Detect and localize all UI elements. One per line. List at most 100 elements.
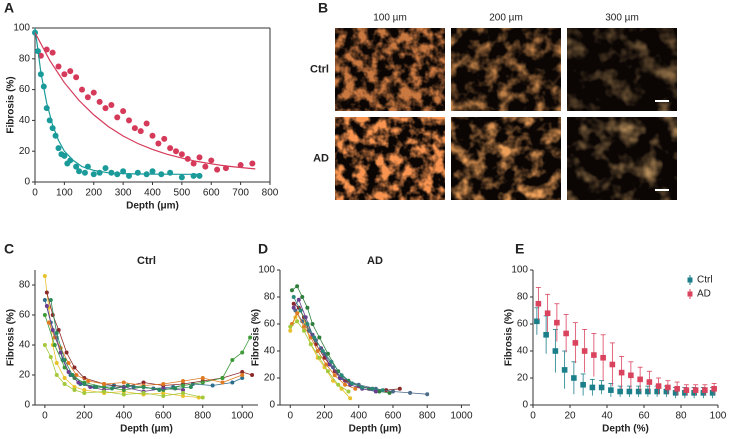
error-point bbox=[618, 355, 625, 389]
error-point bbox=[600, 334, 606, 381]
data-point bbox=[291, 305, 296, 310]
data-point bbox=[178, 174, 185, 181]
x-tick-label: 200 bbox=[316, 411, 333, 422]
data-point bbox=[646, 379, 653, 385]
legend-label: Ctrl bbox=[697, 275, 713, 286]
data-point bbox=[591, 352, 597, 358]
data-point bbox=[637, 376, 643, 383]
error-point bbox=[589, 378, 596, 396]
data-point bbox=[102, 165, 109, 172]
data-point bbox=[298, 308, 303, 313]
data-point bbox=[196, 154, 203, 161]
chart-title: AD bbox=[367, 255, 383, 267]
y-axis-label: Fibrosis (%) bbox=[251, 309, 262, 366]
data-point bbox=[157, 388, 162, 392]
error-point bbox=[674, 381, 680, 396]
data-point bbox=[96, 98, 103, 105]
data-point bbox=[373, 389, 378, 394]
data-point bbox=[249, 160, 256, 167]
legend-marker bbox=[687, 291, 693, 297]
data-point bbox=[58, 350, 63, 355]
micrograph bbox=[451, 117, 561, 200]
data-point bbox=[81, 169, 88, 176]
x-axis-label: Depth (μm) bbox=[349, 424, 402, 435]
data-point bbox=[310, 322, 315, 326]
legend-label: AD bbox=[697, 289, 711, 300]
y-tick-label: 60 bbox=[517, 319, 529, 330]
data-point bbox=[79, 86, 85, 93]
data-point bbox=[291, 295, 296, 299]
panel-letter: B bbox=[318, 0, 328, 16]
error-point bbox=[552, 328, 559, 373]
x-tick-label: 200 bbox=[76, 411, 93, 422]
data-point bbox=[692, 387, 699, 393]
x-tick-label: 100 bbox=[56, 188, 73, 199]
micrograph bbox=[335, 117, 445, 200]
error-point bbox=[617, 385, 623, 397]
data-point bbox=[56, 328, 61, 332]
data-point bbox=[295, 284, 300, 289]
data-point bbox=[72, 388, 77, 392]
panel-letter: C bbox=[4, 241, 14, 257]
data-point bbox=[343, 382, 348, 387]
data-point bbox=[312, 335, 317, 340]
data-point bbox=[84, 94, 91, 101]
data-point bbox=[380, 388, 385, 393]
data-point bbox=[240, 373, 245, 377]
legend-marker bbox=[687, 277, 693, 283]
series-line bbox=[34, 32, 256, 170]
data-point bbox=[90, 171, 97, 178]
data-point bbox=[82, 382, 87, 386]
error-point bbox=[543, 315, 549, 354]
data-point bbox=[76, 380, 81, 385]
data-point bbox=[220, 376, 225, 380]
data-point bbox=[178, 151, 185, 158]
panel-letter: E bbox=[515, 241, 524, 257]
data-point bbox=[200, 395, 205, 400]
data-point bbox=[82, 376, 87, 380]
micrograph bbox=[451, 28, 561, 111]
y-tick-label: 80 bbox=[19, 53, 31, 64]
error-point bbox=[580, 373, 586, 396]
data-point bbox=[54, 361, 59, 365]
data-point bbox=[295, 311, 300, 316]
data-point bbox=[387, 390, 392, 395]
x-tick-label: 300 bbox=[115, 188, 132, 199]
data-point bbox=[67, 157, 74, 164]
data-point bbox=[240, 350, 245, 355]
data-point bbox=[581, 348, 588, 354]
column-label: 200 µm bbox=[489, 13, 523, 24]
data-point bbox=[240, 376, 245, 380]
data-point bbox=[544, 310, 551, 316]
data-point bbox=[143, 120, 150, 127]
data-point bbox=[561, 367, 568, 373]
data-point bbox=[70, 373, 75, 377]
data-point bbox=[336, 382, 341, 387]
x-tick-label: 20 bbox=[564, 411, 576, 422]
data-point bbox=[308, 342, 313, 347]
error-point bbox=[683, 384, 690, 396]
data-point bbox=[608, 387, 614, 393]
y-tick-label: 0 bbox=[24, 400, 30, 411]
y-tick-label: 20 bbox=[517, 373, 529, 384]
y-tick-label: 40 bbox=[264, 346, 276, 357]
data-point bbox=[543, 332, 549, 338]
data-point bbox=[61, 152, 68, 159]
data-point bbox=[200, 376, 205, 380]
data-point bbox=[397, 386, 402, 391]
y-tick-label: 0 bbox=[24, 177, 30, 188]
data-point bbox=[672, 390, 679, 396]
data-point bbox=[320, 349, 325, 353]
data-point bbox=[121, 388, 126, 392]
series-line bbox=[46, 305, 184, 392]
data-point bbox=[349, 381, 354, 386]
data-point bbox=[72, 385, 77, 389]
data-point bbox=[72, 365, 77, 370]
data-point bbox=[709, 390, 716, 396]
x-tick-label: 400 bbox=[350, 411, 367, 422]
data-point bbox=[315, 349, 320, 353]
data-point bbox=[317, 355, 322, 360]
error-point bbox=[645, 385, 651, 397]
data-point bbox=[42, 298, 47, 302]
data-point bbox=[44, 304, 49, 308]
